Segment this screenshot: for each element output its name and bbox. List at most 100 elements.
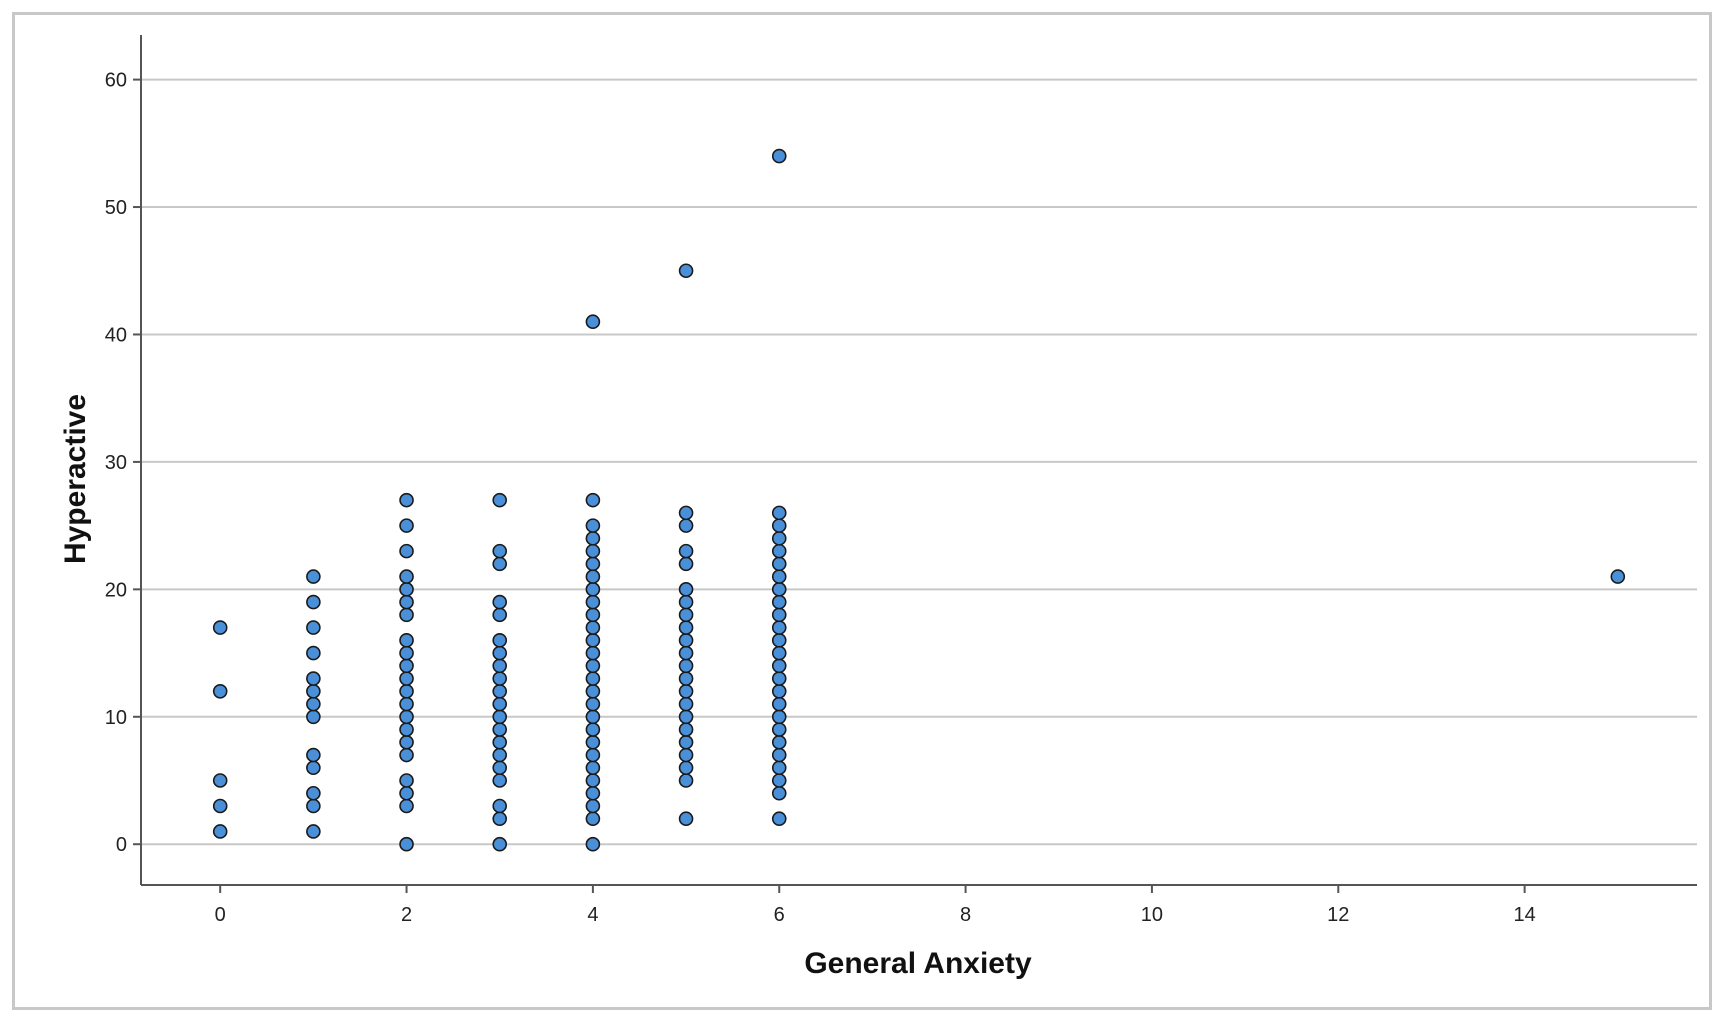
chart-frame: 0 10 20 30 40 50 60 0 2 4 6 8 10 12 14 General Anxiety…: [12, 12, 1712, 1010]
y-tick-label: 20: [105, 579, 127, 601]
x-tick-label: 10: [1141, 904, 1163, 926]
data-point: [306, 569, 321, 584]
data-point: [678, 594, 694, 610]
data-point: [306, 747, 321, 763]
data-point: [678, 582, 694, 597]
data-point: [678, 683, 694, 699]
data-point: [771, 556, 787, 572]
x-tick-label: 4: [587, 904, 598, 926]
data-point: [492, 798, 508, 814]
data-point: [492, 683, 508, 699]
data-point: [399, 645, 414, 661]
data-point: [585, 582, 601, 597]
data-point: [771, 569, 787, 584]
data-point: [678, 734, 694, 750]
data-point: [771, 518, 787, 533]
data-point: [399, 747, 414, 763]
data-point: [771, 543, 787, 559]
data-point: [771, 594, 787, 610]
data-point: [492, 747, 508, 763]
x-tick-label: 8: [960, 904, 971, 926]
data-point: [399, 518, 414, 533]
data-point: [492, 760, 508, 776]
data-point: [678, 263, 694, 279]
data-point: [678, 658, 694, 674]
data-point: [492, 734, 508, 750]
data-point: [771, 633, 787, 648]
y-tick-label: 50: [105, 197, 127, 219]
data-point: [771, 734, 787, 750]
data-point: [585, 620, 601, 635]
data-point: [771, 645, 787, 661]
data-point: [771, 683, 787, 699]
data-point: [306, 620, 321, 635]
data-point: [585, 556, 601, 572]
data-point: [306, 683, 321, 699]
data-point: [585, 658, 601, 674]
data-point: [678, 543, 694, 559]
data-point: [585, 734, 601, 750]
data-point: [585, 785, 601, 801]
data-point: [771, 773, 787, 788]
data-point: [306, 824, 321, 839]
data-point: [585, 836, 601, 852]
x-tick-label: 6: [774, 904, 785, 926]
data-point: [678, 633, 694, 648]
data-point: [585, 811, 601, 827]
data-point: [399, 785, 414, 801]
data-point: [399, 594, 414, 610]
data-point: [585, 492, 601, 508]
data-point: [399, 569, 414, 584]
data-point: [771, 722, 787, 737]
data-point: [399, 722, 414, 737]
data-point: [678, 773, 694, 788]
data-point: [399, 633, 414, 648]
data-point: [771, 696, 787, 712]
data-point: [585, 594, 601, 610]
data-point: [585, 518, 601, 533]
data-point: [771, 148, 787, 164]
x-tick-label: 12: [1327, 904, 1349, 926]
data-point: [771, 760, 787, 776]
data-point: [585, 773, 601, 788]
data-point: [492, 556, 508, 572]
data-point: [212, 798, 228, 814]
data-point: [492, 607, 508, 623]
data-point: [585, 747, 601, 763]
scatter-plot: 0 10 20 30 40 50 60 0 2 4 6 8 10 12 14 General Anxiety…: [59, 35, 1697, 980]
data-point: [585, 671, 601, 686]
data-point: [585, 696, 601, 712]
data-point: [399, 696, 414, 712]
data-point: [492, 658, 508, 674]
data-point: [399, 671, 414, 686]
data-point: [399, 773, 414, 788]
data-point: [678, 556, 694, 572]
data-point: [678, 671, 694, 686]
data-point: [585, 633, 601, 648]
data-point: [492, 811, 508, 827]
y-tick-label: 30: [105, 452, 127, 474]
data-point: [771, 658, 787, 674]
data-point: [306, 671, 321, 686]
data-point: [212, 620, 228, 635]
data-point: [678, 620, 694, 635]
data-point: [678, 505, 694, 521]
data-point: [492, 594, 508, 610]
data-point: [585, 645, 601, 661]
data-point: [678, 518, 694, 533]
data-point: [492, 696, 508, 712]
data-point: [492, 645, 508, 661]
data-point: [399, 836, 414, 852]
data-point: [771, 531, 787, 546]
data-point: [399, 658, 414, 674]
data-point: [585, 607, 601, 623]
data-point: [306, 709, 321, 725]
gridlines: [141, 78, 1697, 846]
data-point: [492, 722, 508, 737]
data-point: [306, 760, 321, 776]
data-point: [678, 696, 694, 712]
data-point: [492, 836, 508, 852]
data-point: [771, 785, 787, 801]
y-tick-label: 40: [105, 324, 127, 346]
data-points: [212, 148, 1626, 852]
